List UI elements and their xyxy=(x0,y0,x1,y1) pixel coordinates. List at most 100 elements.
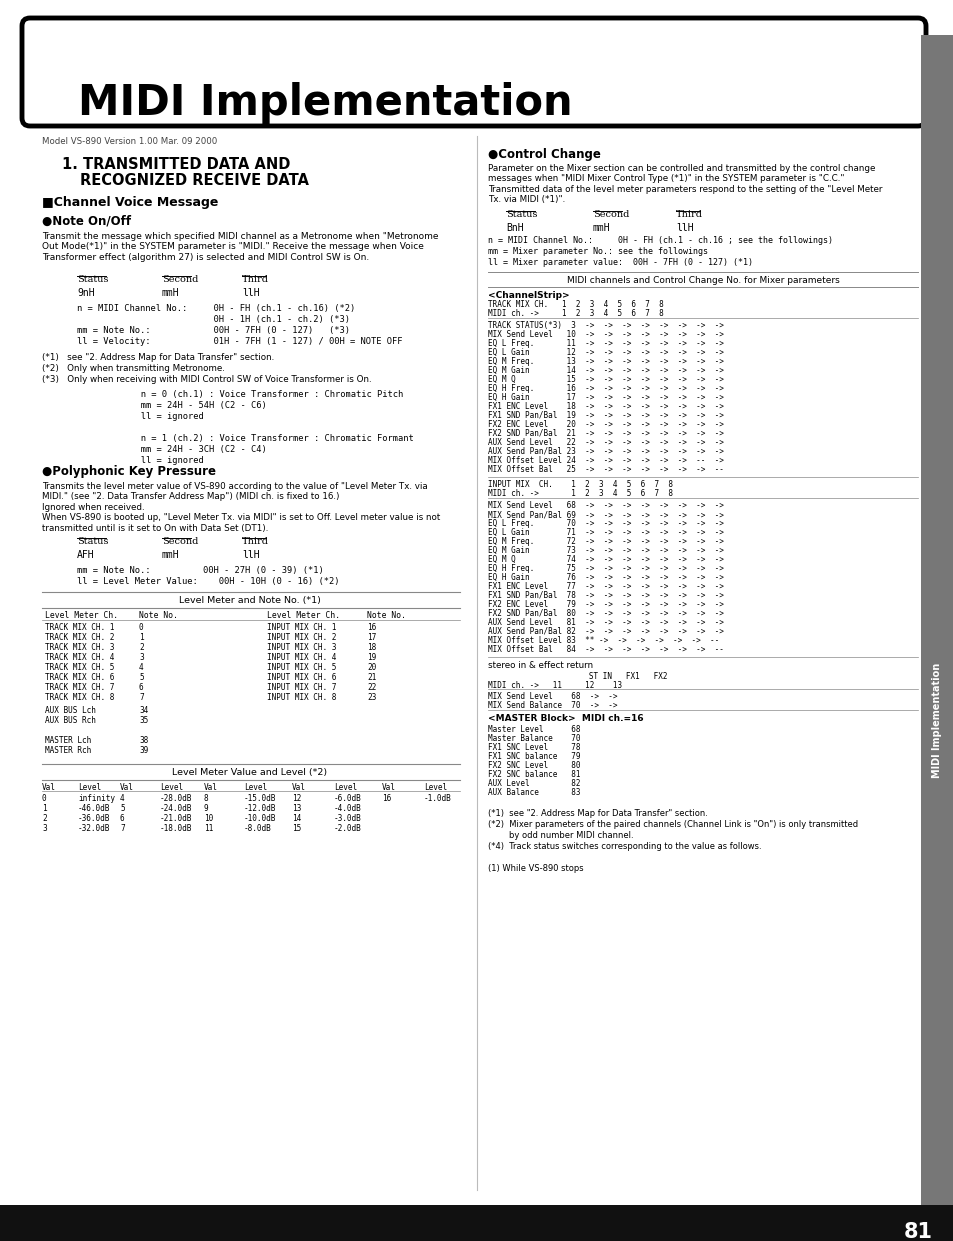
Text: EQ H Gain        76  ->  ->  ->  ->  ->  ->  ->  ->: EQ H Gain 76 -> -> -> -> -> -> -> -> xyxy=(488,573,723,582)
Text: 6: 6 xyxy=(120,814,125,823)
Text: n = MIDI Channel No.:     0H - FH (ch.1 - ch.16) (*2): n = MIDI Channel No.: 0H - FH (ch.1 - ch… xyxy=(77,304,355,313)
Text: Note No.: Note No. xyxy=(367,611,406,620)
Text: ●Polyphonic Key Pressure: ●Polyphonic Key Pressure xyxy=(42,465,215,478)
Text: -46.0dB: -46.0dB xyxy=(78,804,111,813)
Text: INPUT MIX CH. 1: INPUT MIX CH. 1 xyxy=(267,623,336,632)
Text: Val: Val xyxy=(120,783,133,792)
Text: ●Note On/Off: ●Note On/Off xyxy=(42,215,131,228)
Text: -6.0dB: -6.0dB xyxy=(334,794,361,803)
Text: INPUT MIX CH. 3: INPUT MIX CH. 3 xyxy=(267,643,336,652)
Text: 1: 1 xyxy=(139,633,144,642)
Text: <ChannelStrip>: <ChannelStrip> xyxy=(488,290,569,300)
Text: FX1 ENC Level    77  ->  ->  ->  ->  ->  ->  ->  ->: FX1 ENC Level 77 -> -> -> -> -> -> -> -> xyxy=(488,582,723,591)
Text: Transmits the level meter value of VS-890 according to the value of "Level Meter: Transmits the level meter value of VS-89… xyxy=(42,482,439,532)
Text: stereo in & effect return: stereo in & effect return xyxy=(488,661,593,670)
Text: Master Level      68: Master Level 68 xyxy=(488,725,579,733)
Text: MIX Send Level    68  ->  ->: MIX Send Level 68 -> -> xyxy=(488,692,617,701)
Text: AUX BUS Rch: AUX BUS Rch xyxy=(45,716,95,725)
Text: EQ M Q           15  ->  ->  ->  ->  ->  ->  ->  ->: EQ M Q 15 -> -> -> -> -> -> -> -> xyxy=(488,375,723,383)
Text: ll = Mixer parameter value:  00H - 7FH (0 - 127) (*1): ll = Mixer parameter value: 00H - 7FH (0… xyxy=(488,258,752,267)
Text: 16: 16 xyxy=(381,794,391,803)
Text: EQ L Freq.       70  ->  ->  ->  ->  ->  ->  ->  ->: EQ L Freq. 70 -> -> -> -> -> -> -> -> xyxy=(488,519,723,527)
Text: 3: 3 xyxy=(139,653,144,661)
Text: infinity: infinity xyxy=(78,794,115,803)
Text: ll = Velocity:            01H - 7FH (1 - 127) / 00H = NOTE OFF: ll = Velocity: 01H - 7FH (1 - 127) / 00H… xyxy=(77,338,402,346)
Text: mm = 24H - 54H (C2 - C6): mm = 24H - 54H (C2 - C6) xyxy=(62,401,267,410)
Text: 34: 34 xyxy=(139,706,148,715)
Text: -28.0dB: -28.0dB xyxy=(160,794,193,803)
Text: INPUT MIX CH. 4: INPUT MIX CH. 4 xyxy=(267,653,336,661)
Text: 1: 1 xyxy=(42,804,47,813)
Text: -8.0dB: -8.0dB xyxy=(244,824,272,833)
Text: Val: Val xyxy=(381,783,395,792)
Text: EQ M Gain        73  ->  ->  ->  ->  ->  ->  ->  ->: EQ M Gain 73 -> -> -> -> -> -> -> -> xyxy=(488,546,723,555)
Text: EQ H Freq.       75  ->  ->  ->  ->  ->  ->  ->  ->: EQ H Freq. 75 -> -> -> -> -> -> -> -> xyxy=(488,563,723,573)
Text: Val: Val xyxy=(42,783,56,792)
Text: -21.0dB: -21.0dB xyxy=(160,814,193,823)
Text: MIX Offset Level 83  ** ->  ->  ->  ->  ->  ->  --: MIX Offset Level 83 ** -> -> -> -> -> ->… xyxy=(488,635,719,645)
Text: Model VS-890 Version 1.00 Mar. 09 2000: Model VS-890 Version 1.00 Mar. 09 2000 xyxy=(42,137,217,146)
Text: (*2)   Only when transmitting Metronome.: (*2) Only when transmitting Metronome. xyxy=(42,364,225,374)
Text: mm = Mixer parameter No.: see the followings: mm = Mixer parameter No.: see the follow… xyxy=(488,247,707,256)
FancyBboxPatch shape xyxy=(22,19,925,127)
Text: mmH: mmH xyxy=(162,288,179,298)
Text: mmH: mmH xyxy=(162,550,179,560)
Text: -10.0dB: -10.0dB xyxy=(244,814,276,823)
Text: -24.0dB: -24.0dB xyxy=(160,804,193,813)
Text: MIX Offset Bal   84  ->  ->  ->  ->  ->  ->  ->  --: MIX Offset Bal 84 -> -> -> -> -> -> -> -… xyxy=(488,645,723,654)
Text: 9: 9 xyxy=(204,804,209,813)
Text: n = MIDI Channel No.:     0H - FH (ch.1 - ch.16 ; see the followings): n = MIDI Channel No.: 0H - FH (ch.1 - ch… xyxy=(488,236,832,244)
Text: TRACK MIX CH. 5: TRACK MIX CH. 5 xyxy=(45,663,114,671)
Text: 17: 17 xyxy=(367,633,375,642)
Text: (*1)  see "2. Address Map for Data Transfer" section.: (*1) see "2. Address Map for Data Transf… xyxy=(488,809,707,818)
Text: Level: Level xyxy=(78,783,101,792)
Text: mm = 24H - 3CH (C2 - C4): mm = 24H - 3CH (C2 - C4) xyxy=(62,446,267,454)
Text: MIX Send Level   10  ->  ->  ->  ->  ->  ->  ->  ->: MIX Send Level 10 -> -> -> -> -> -> -> -… xyxy=(488,330,723,339)
Text: EQ H Gain        17  ->  ->  ->  ->  ->  ->  ->  ->: EQ H Gain 17 -> -> -> -> -> -> -> -> xyxy=(488,393,723,402)
Text: 35: 35 xyxy=(139,716,148,725)
Text: TRACK MIX CH. 2: TRACK MIX CH. 2 xyxy=(45,633,114,642)
Text: EQ M Q           74  ->  ->  ->  ->  ->  ->  ->  ->: EQ M Q 74 -> -> -> -> -> -> -> -> xyxy=(488,555,723,563)
Text: FX2 SNC balance   81: FX2 SNC balance 81 xyxy=(488,769,579,779)
Text: <MASTER Block>  MIDI ch.=16: <MASTER Block> MIDI ch.=16 xyxy=(488,714,643,724)
Text: MIDI Implementation: MIDI Implementation xyxy=(78,82,572,124)
Text: 10: 10 xyxy=(204,814,213,823)
Text: 2: 2 xyxy=(139,643,144,652)
Text: AUX Send Level   22  ->  ->  ->  ->  ->  ->  ->  ->: AUX Send Level 22 -> -> -> -> -> -> -> -… xyxy=(488,438,723,447)
Text: AUX Send Pan/Bal 82  ->  ->  ->  ->  ->  ->  ->  ->: AUX Send Pan/Bal 82 -> -> -> -> -> -> ->… xyxy=(488,627,723,635)
Text: AUX BUS Lch: AUX BUS Lch xyxy=(45,706,95,715)
Text: 13: 13 xyxy=(292,804,301,813)
Text: AUX Level         82: AUX Level 82 xyxy=(488,779,579,788)
Text: 18: 18 xyxy=(367,643,375,652)
Text: 15: 15 xyxy=(292,824,301,833)
Text: EQ H Freq.       16  ->  ->  ->  ->  ->  ->  ->  ->: EQ H Freq. 16 -> -> -> -> -> -> -> -> xyxy=(488,383,723,393)
Text: ll = ignored: ll = ignored xyxy=(62,455,204,465)
Text: -1.0dB: -1.0dB xyxy=(423,794,452,803)
Text: TRACK MIX CH.   1  2  3  4  5  6  7  8: TRACK MIX CH. 1 2 3 4 5 6 7 8 xyxy=(488,300,663,309)
Text: TRACK MIX CH. 8: TRACK MIX CH. 8 xyxy=(45,692,114,702)
Text: TRACK MIX CH. 7: TRACK MIX CH. 7 xyxy=(45,683,114,692)
Text: MIDI Implementation: MIDI Implementation xyxy=(931,663,941,778)
Text: by odd number MIDI channel.: by odd number MIDI channel. xyxy=(488,831,633,840)
Text: (*3)   Only when receiving with MIDI Control SW of Voice Transformer is On.: (*3) Only when receiving with MIDI Contr… xyxy=(42,375,372,383)
Text: Level: Level xyxy=(423,783,447,792)
Text: INPUT MIX CH. 8: INPUT MIX CH. 8 xyxy=(267,692,336,702)
Text: Note No.: Note No. xyxy=(139,611,178,620)
Text: FX2 ENC Level    20  ->  ->  ->  ->  ->  ->  ->  ->: FX2 ENC Level 20 -> -> -> -> -> -> -> -> xyxy=(488,419,723,429)
Text: BnH: BnH xyxy=(505,223,523,233)
Text: MIDI ch. ->   11     12    13: MIDI ch. -> 11 12 13 xyxy=(488,681,621,690)
Text: INPUT MIX CH. 5: INPUT MIX CH. 5 xyxy=(267,663,336,671)
Text: Parameter on the Mixer section can be controlled and transmitted by the control : Parameter on the Mixer section can be co… xyxy=(488,164,882,205)
Text: FX1 SNC Level     78: FX1 SNC Level 78 xyxy=(488,743,579,752)
Text: Second: Second xyxy=(593,210,629,218)
Text: MIX Offset Bal   25  ->  ->  ->  ->  ->  ->  ->  --: MIX Offset Bal 25 -> -> -> -> -> -> -> -… xyxy=(488,465,723,474)
Text: 5: 5 xyxy=(120,804,125,813)
Text: MIX Send Pan/Bal 69  ->  ->  ->  ->  ->  ->  ->  ->: MIX Send Pan/Bal 69 -> -> -> -> -> -> ->… xyxy=(488,510,723,519)
Text: FX1 ENC Level    18  ->  ->  ->  ->  ->  ->  ->  ->: FX1 ENC Level 18 -> -> -> -> -> -> -> -> xyxy=(488,402,723,411)
Text: Status: Status xyxy=(77,537,109,546)
Bar xyxy=(0,1205,953,1241)
Text: FX2 ENC Level    79  ->  ->  ->  ->  ->  ->  ->  ->: FX2 ENC Level 79 -> -> -> -> -> -> -> -> xyxy=(488,599,723,609)
Text: 8: 8 xyxy=(204,794,209,803)
Text: AUX Send Level   81  ->  ->  ->  ->  ->  ->  ->  ->: AUX Send Level 81 -> -> -> -> -> -> -> -… xyxy=(488,618,723,627)
Text: 19: 19 xyxy=(367,653,375,661)
